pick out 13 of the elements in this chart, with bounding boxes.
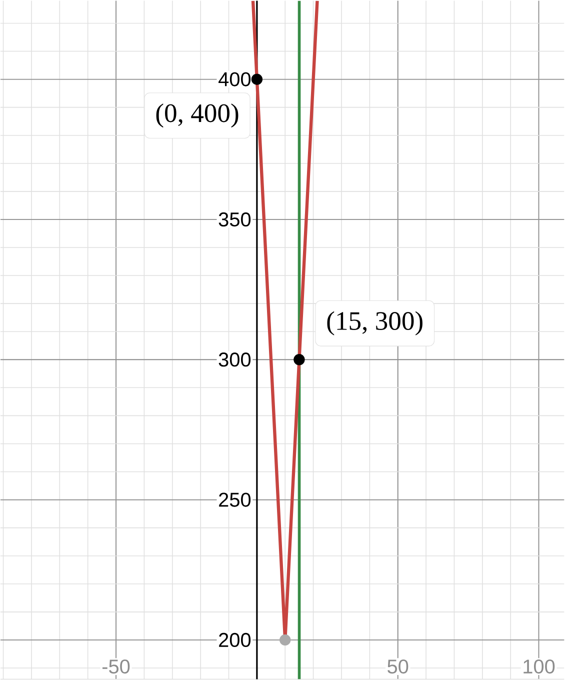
y-tick-label: 350 — [219, 212, 251, 227]
x-tick-label: 100 — [524, 659, 555, 674]
point — [294, 354, 305, 366]
y-tick-label: 200 — [219, 632, 251, 648]
point — [252, 74, 263, 85]
y-tick-label: 400 — [218, 72, 251, 86]
point — [280, 634, 291, 646]
annotation: (15, 300) — [327, 311, 423, 336]
annotation: (0, 400) — [156, 103, 238, 128]
x-tick-label: 50 — [388, 659, 408, 674]
y-tick-label: 300 — [219, 352, 251, 367]
y-tick-label: 250 — [219, 492, 251, 507]
x-tick-label: -50 — [102, 659, 130, 674]
